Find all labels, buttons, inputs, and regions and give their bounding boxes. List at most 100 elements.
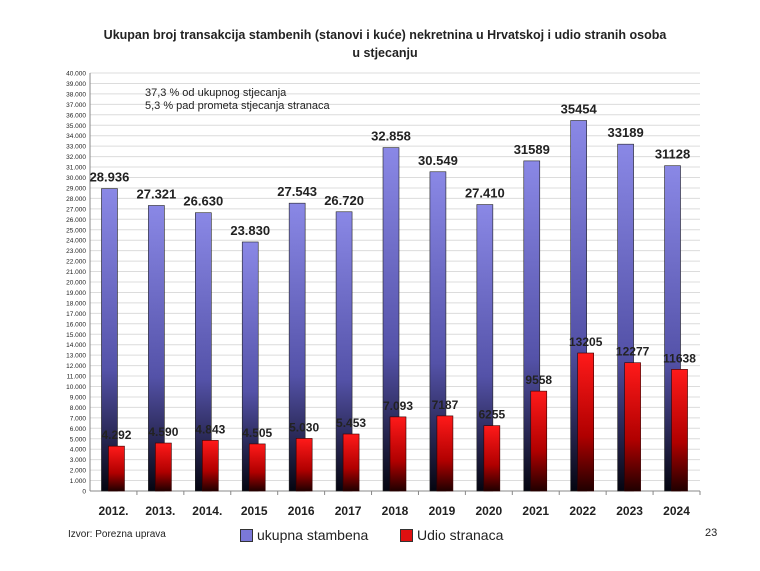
data-label-foreign: 6255 xyxy=(478,408,505,422)
data-label-foreign: 5.030 xyxy=(289,420,319,434)
bar-foreign xyxy=(530,390,548,492)
y-tick-label: 16.000 xyxy=(66,321,86,328)
data-label-total: 27.410 xyxy=(465,186,505,201)
bar-foreign xyxy=(671,369,688,492)
y-tick-label: 36.000 xyxy=(66,112,86,119)
bar-foreign xyxy=(155,442,172,492)
legend-label: Udio stranaca xyxy=(417,527,504,543)
data-label-foreign: 9558 xyxy=(525,373,552,387)
y-tick-label: 35.000 xyxy=(66,123,86,130)
bar-foreign xyxy=(248,443,266,492)
y-tick-label: 4.000 xyxy=(70,447,87,454)
y-tick-label: 20.000 xyxy=(66,280,86,287)
y-tick-label: 14.000 xyxy=(66,342,86,349)
y-tick-label: 1.000 xyxy=(70,478,87,485)
x-tick-label: 2019 xyxy=(429,504,456,518)
legend-label: ukupna stambena xyxy=(257,527,369,543)
y-tick-label: 7.000 xyxy=(70,415,87,422)
y-tick-label: 11.000 xyxy=(67,374,87,381)
y-tick-label: 27.000 xyxy=(66,206,86,213)
bar-foreign xyxy=(295,438,313,492)
y-tick-label: 28.000 xyxy=(66,196,86,203)
y-tick-label: 10.000 xyxy=(66,384,86,391)
x-tick-label: 2022 xyxy=(569,504,596,518)
x-tick-label: 2017 xyxy=(335,504,362,518)
x-tick-label: 2015 xyxy=(241,504,268,518)
data-label-total: 23.830 xyxy=(230,223,270,238)
legend-swatch xyxy=(240,528,253,542)
bar-foreign xyxy=(436,415,454,492)
data-label-total: 28.936 xyxy=(90,170,130,185)
legend-item-total: ukupna stambena xyxy=(240,527,368,543)
y-tick-label: 17.000 xyxy=(66,311,86,318)
y-tick-label: 34.000 xyxy=(66,133,86,140)
y-tick-label: 3.000 xyxy=(70,457,87,464)
y-tick-label: 23.000 xyxy=(66,248,86,255)
x-tick-label: 2012. xyxy=(98,504,128,518)
bar-foreign xyxy=(577,352,594,492)
data-label-foreign: 4.843 xyxy=(195,422,225,436)
y-tick-label: 24.000 xyxy=(66,238,86,245)
data-label-total: 32.858 xyxy=(371,129,411,144)
x-tick-label: 2014. xyxy=(192,504,222,518)
data-label-foreign: 12277 xyxy=(616,345,650,359)
y-tick-label: 30.000 xyxy=(66,175,86,182)
y-tick-label: 2.000 xyxy=(70,468,87,475)
bar-foreign xyxy=(202,440,219,492)
x-tick-label: 2023 xyxy=(616,504,643,518)
y-tick-label: 13.000 xyxy=(66,353,86,360)
y-tick-label: 6.000 xyxy=(70,426,87,433)
data-label-total: 30.549 xyxy=(418,153,458,168)
y-tick-label: 31.000 xyxy=(66,165,86,172)
x-tick-label: 2013. xyxy=(145,504,175,518)
bar-foreign xyxy=(108,445,125,492)
y-tick-label: 18.000 xyxy=(66,300,86,307)
bar-foreign xyxy=(389,416,407,492)
bar-foreign xyxy=(483,425,501,492)
x-tick-label: 2016 xyxy=(288,504,315,518)
data-label-foreign: 5.453 xyxy=(336,416,366,430)
y-tick-label: 38.000 xyxy=(66,91,86,98)
y-tick-label: 9.000 xyxy=(70,394,87,401)
bar-foreign xyxy=(624,362,641,492)
y-tick-label: 19.000 xyxy=(66,290,86,297)
data-label-total: 33189 xyxy=(608,125,644,140)
x-tick-label: 2021 xyxy=(522,504,549,518)
y-tick-label: 5.000 xyxy=(70,436,87,443)
data-label-total: 31128 xyxy=(655,147,690,162)
page-number: 23 xyxy=(705,527,718,539)
y-tick-label: 25.000 xyxy=(66,227,86,234)
y-tick-label: 40.000 xyxy=(66,71,86,78)
x-tick-label: 2024 xyxy=(663,504,690,518)
y-tick-label: 0 xyxy=(82,489,86,496)
data-label-foreign: 11638 xyxy=(663,351,696,365)
x-tick-label: 2018 xyxy=(382,504,409,518)
bar-total xyxy=(101,188,118,492)
data-label-total: 27.543 xyxy=(277,184,317,199)
annotation: 5,3 % pad prometa stjecanja stranaca xyxy=(145,100,331,112)
data-label-total: 31589 xyxy=(514,142,550,157)
data-label-foreign: 4.292 xyxy=(101,428,131,442)
bar-foreign xyxy=(342,433,360,492)
data-label-foreign: 13205 xyxy=(569,335,603,349)
y-tick-label: 22.000 xyxy=(66,259,86,266)
data-label-total: 26.630 xyxy=(183,194,223,209)
data-label-total: 26.720 xyxy=(324,193,364,208)
y-tick-label: 29.000 xyxy=(66,185,86,192)
y-tick-label: 26.000 xyxy=(66,217,86,224)
y-tick-label: 33.000 xyxy=(66,144,86,151)
data-label-foreign: 7.093 xyxy=(383,399,413,413)
data-label-foreign: 4.590 xyxy=(148,425,178,439)
y-tick-label: 12.000 xyxy=(66,363,86,370)
source-note: Izvor: Porezna uprava xyxy=(68,529,166,540)
y-tick-label: 37.000 xyxy=(66,102,86,109)
y-tick-label: 21.000 xyxy=(66,269,86,276)
y-tick-label: 39.000 xyxy=(66,81,86,88)
legend-item-foreign: Udio stranaca xyxy=(400,527,503,543)
data-label-total: 27.321 xyxy=(137,186,177,201)
legend-swatch xyxy=(400,528,413,542)
data-label-foreign: 4.505 xyxy=(242,426,272,440)
y-tick-label: 32.000 xyxy=(66,154,86,161)
